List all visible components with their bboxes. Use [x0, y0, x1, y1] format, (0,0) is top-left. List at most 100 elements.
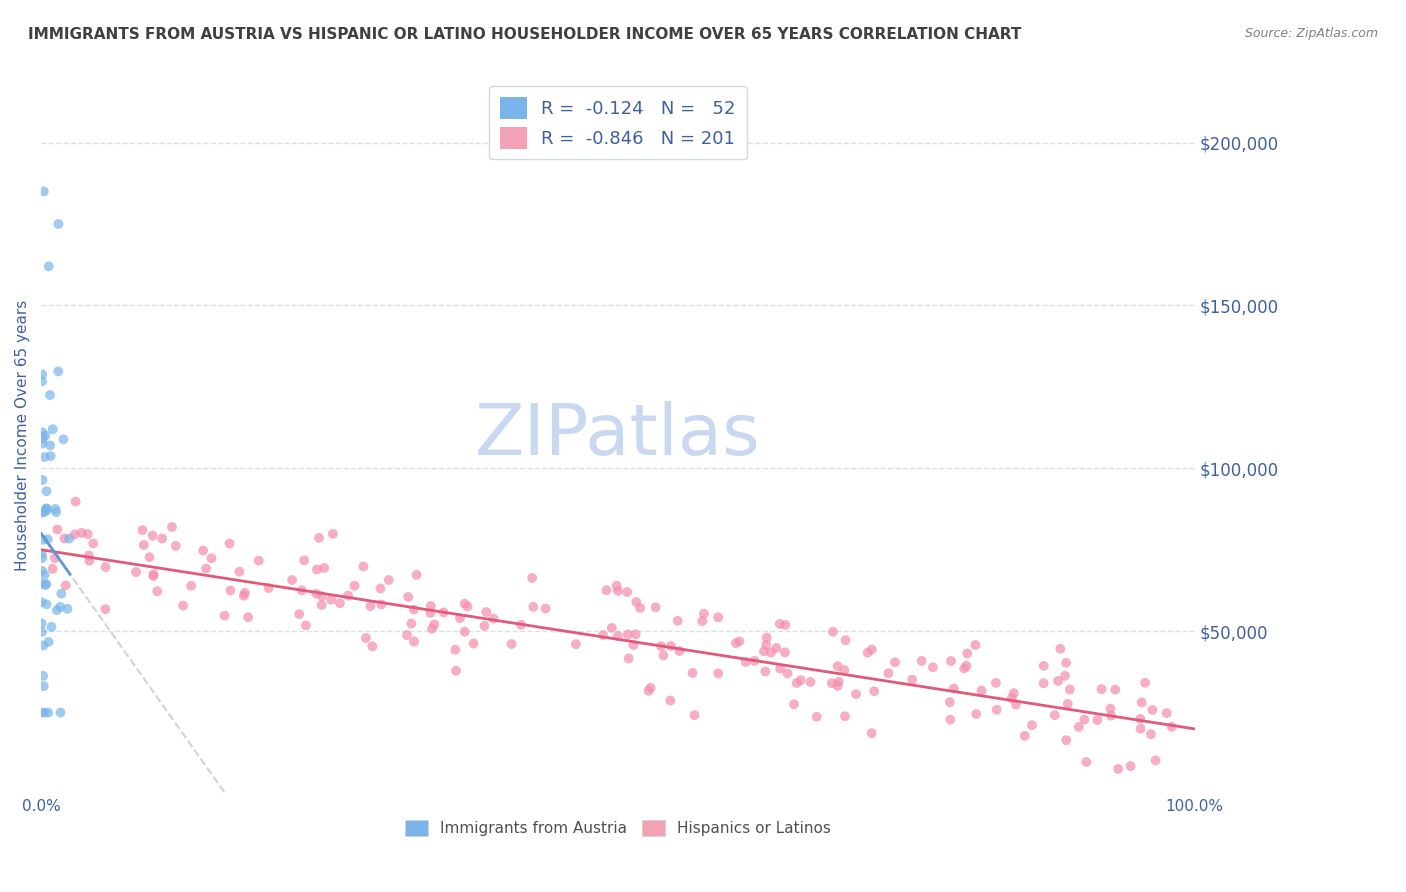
- Hispanics or Latinos: [482, 611, 505, 625]
- Hispanics or Latinos: [370, 582, 392, 596]
- Hispanics or Latinos: [789, 673, 811, 687]
- Hispanics or Latinos: [405, 568, 427, 582]
- Hispanics or Latinos: [821, 624, 844, 639]
- Hispanics or Latinos: [165, 539, 187, 553]
- Hispanics or Latinos: [1076, 755, 1098, 769]
- Hispanics or Latinos: [1002, 686, 1025, 700]
- Immigrants from Austria: [35, 501, 58, 516]
- Immigrants from Austria: [49, 599, 72, 614]
- Immigrants from Austria: [49, 706, 72, 720]
- Immigrants from Austria: [31, 374, 53, 388]
- Hispanics or Latinos: [1099, 701, 1122, 715]
- Hispanics or Latinos: [142, 569, 165, 583]
- Hispanics or Latinos: [1160, 720, 1182, 734]
- Immigrants from Austria: [35, 503, 58, 517]
- Hispanics or Latinos: [724, 636, 747, 650]
- Hispanics or Latinos: [142, 529, 165, 543]
- Hispanics or Latinos: [453, 597, 475, 611]
- Hispanics or Latinos: [65, 494, 87, 508]
- Immigrants from Austria: [39, 449, 62, 463]
- Hispanics or Latinos: [860, 726, 883, 740]
- Hispanics or Latinos: [626, 595, 648, 609]
- Hispanics or Latinos: [755, 638, 778, 652]
- Immigrants from Austria: [39, 388, 62, 402]
- Immigrants from Austria: [35, 501, 58, 516]
- Hispanics or Latinos: [965, 706, 987, 721]
- Hispanics or Latinos: [860, 642, 883, 657]
- Hispanics or Latinos: [776, 666, 799, 681]
- Immigrants from Austria: [31, 624, 53, 639]
- Immigrants from Austria: [38, 635, 60, 649]
- Hispanics or Latinos: [395, 628, 418, 642]
- Hispanics or Latinos: [1021, 718, 1043, 732]
- Hispanics or Latinos: [236, 610, 259, 624]
- Hispanics or Latinos: [377, 573, 399, 587]
- Hispanics or Latinos: [953, 661, 976, 675]
- Hispanics or Latinos: [877, 666, 900, 681]
- Hispanics or Latinos: [754, 665, 776, 679]
- Hispanics or Latinos: [329, 596, 352, 610]
- Hispanics or Latinos: [617, 651, 640, 665]
- Immigrants from Austria: [31, 368, 53, 382]
- Hispanics or Latinos: [769, 662, 792, 676]
- Hispanics or Latinos: [1054, 733, 1077, 747]
- Hispanics or Latinos: [884, 655, 907, 669]
- Hispanics or Latinos: [444, 664, 467, 678]
- Hispanics or Latinos: [501, 637, 523, 651]
- Hispanics or Latinos: [419, 606, 441, 620]
- Immigrants from Austria: [52, 432, 75, 446]
- Hispanics or Latinos: [666, 614, 689, 628]
- Hispanics or Latinos: [82, 536, 104, 550]
- Hispanics or Latinos: [1133, 675, 1156, 690]
- Hispanics or Latinos: [769, 617, 792, 632]
- Hispanics or Latinos: [321, 592, 343, 607]
- Immigrants from Austria: [31, 706, 53, 720]
- Hispanics or Latinos: [94, 560, 117, 574]
- Immigrants from Austria: [48, 217, 70, 231]
- Hispanics or Latinos: [682, 665, 704, 680]
- Hispanics or Latinos: [595, 583, 617, 598]
- Immigrants from Austria: [41, 422, 63, 436]
- Hispanics or Latinos: [172, 599, 194, 613]
- Hispanics or Latinos: [1005, 698, 1028, 712]
- Hispanics or Latinos: [1144, 753, 1167, 767]
- Immigrants from Austria: [34, 706, 56, 720]
- Hispanics or Latinos: [41, 562, 63, 576]
- Hispanics or Latinos: [1107, 762, 1129, 776]
- Hispanics or Latinos: [806, 710, 828, 724]
- Hispanics or Latinos: [292, 553, 315, 567]
- Hispanics or Latinos: [1067, 720, 1090, 734]
- Hispanics or Latinos: [834, 709, 856, 723]
- Hispanics or Latinos: [984, 676, 1007, 690]
- Immigrants from Austria: [31, 576, 53, 591]
- Immigrants from Austria: [37, 533, 59, 547]
- Hispanics or Latinos: [79, 554, 101, 568]
- Hispanics or Latinos: [734, 655, 756, 669]
- Hispanics or Latinos: [1087, 713, 1109, 727]
- Immigrants from Austria: [31, 616, 53, 631]
- Hispanics or Latinos: [600, 621, 623, 635]
- Hispanics or Latinos: [1142, 703, 1164, 717]
- Y-axis label: Householder Income Over 65 years: Householder Income Over 65 years: [15, 300, 30, 572]
- Hispanics or Latinos: [322, 527, 344, 541]
- Hispanics or Latinos: [247, 554, 270, 568]
- Immigrants from Austria: [31, 595, 53, 609]
- Hispanics or Latinos: [1099, 708, 1122, 723]
- Immigrants from Austria: [51, 586, 73, 600]
- Hispanics or Latinos: [606, 583, 628, 598]
- Hispanics or Latinos: [232, 589, 254, 603]
- Hispanics or Latinos: [449, 611, 471, 625]
- Hispanics or Latinos: [821, 676, 844, 690]
- Immigrants from Austria: [32, 669, 55, 683]
- Hispanics or Latinos: [863, 684, 886, 698]
- Hispanics or Latinos: [520, 571, 543, 585]
- Immigrants from Austria: [32, 533, 55, 547]
- Hispanics or Latinos: [55, 578, 77, 592]
- Hispanics or Latinos: [856, 646, 879, 660]
- Hispanics or Latinos: [76, 527, 98, 541]
- Hispanics or Latinos: [986, 703, 1008, 717]
- Hispanics or Latinos: [77, 549, 100, 563]
- Immigrants from Austria: [41, 620, 63, 634]
- Legend: Immigrants from Austria, Hispanics or Latinos: Immigrants from Austria, Hispanics or La…: [396, 813, 838, 844]
- Hispanics or Latinos: [94, 602, 117, 616]
